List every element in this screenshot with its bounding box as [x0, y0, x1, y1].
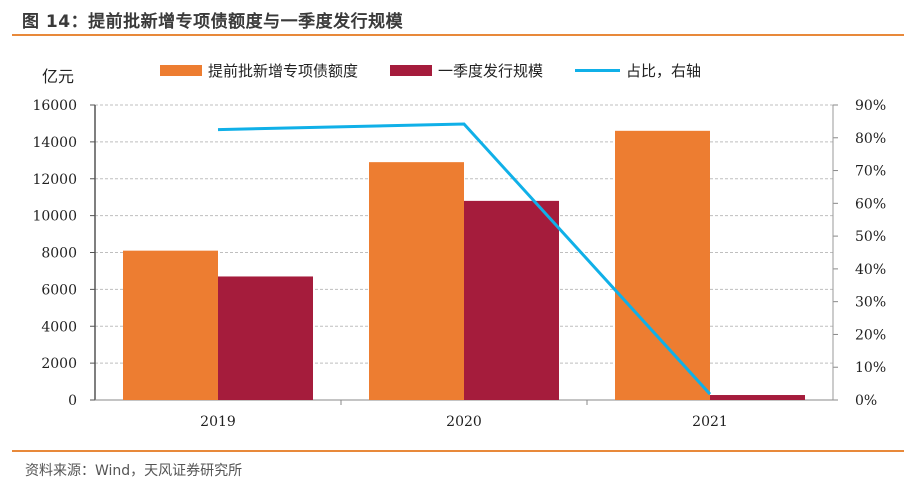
title-divider: [12, 34, 904, 36]
source-note: 资料来源：Wind，天风证券研究所: [25, 463, 243, 479]
y2-tick-label: 40%: [855, 262, 886, 278]
legend-item-issuance: 一季度发行规模: [390, 60, 543, 81]
y-tick-label: 10000: [32, 209, 77, 225]
y-tick-label: 6000: [41, 282, 77, 298]
y-axis-unit: 亿元: [42, 67, 75, 86]
y2-tick-label: 50%: [855, 229, 886, 245]
y-tick-label: 4000: [41, 319, 77, 335]
y2-tick-label: 0%: [855, 393, 877, 409]
y-tick-label: 0: [68, 393, 77, 409]
y2-tick-label: 20%: [855, 327, 886, 343]
y-tick-label: 8000: [41, 246, 77, 262]
x-tick-label: 2019: [200, 414, 236, 430]
chart-title: 图 14：提前批新增专项债额度与一季度发行规模: [22, 12, 404, 32]
x-tick-label: 2021: [692, 414, 728, 430]
legend-swatch-quota: [160, 65, 202, 76]
y-tick-label: 12000: [32, 172, 77, 188]
y-tick-label: 16000: [32, 98, 77, 114]
y2-tick-label: 30%: [855, 295, 886, 311]
bar-quota-2021: [615, 130, 710, 400]
y-tick-label: 14000: [32, 135, 77, 151]
y2-tick-label: 80%: [855, 131, 886, 147]
y-tick-label: 2000: [41, 356, 77, 372]
legend-item-ratio: 占比，右轴: [575, 60, 701, 81]
bar-issuance-2021: [710, 395, 805, 400]
bar-issuance-2020: [464, 200, 559, 400]
legend-label-ratio: 占比，右轴: [626, 62, 702, 80]
legend-label-quota: 提前批新增专项债额度: [208, 62, 359, 80]
bar-quota-2019: [123, 250, 218, 400]
legend-label-issuance: 一季度发行规模: [438, 62, 544, 80]
legend-swatch-ratio: [575, 69, 621, 72]
y2-tick-label: 70%: [855, 164, 886, 180]
bar-issuance-2019: [218, 276, 313, 400]
bar-quota-2020: [369, 162, 464, 400]
legend: 提前批新增专项债额度 一季度发行规模 占比，右轴: [160, 60, 733, 81]
footer-divider: [12, 450, 904, 452]
y2-tick-label: 60%: [855, 196, 886, 212]
x-tick-label: 2020: [446, 414, 482, 430]
y2-tick-label: 90%: [855, 98, 886, 114]
y2-tick-label: 10%: [855, 360, 886, 376]
legend-item-quota: 提前批新增专项债额度: [160, 60, 358, 81]
legend-swatch-issuance: [390, 65, 433, 76]
